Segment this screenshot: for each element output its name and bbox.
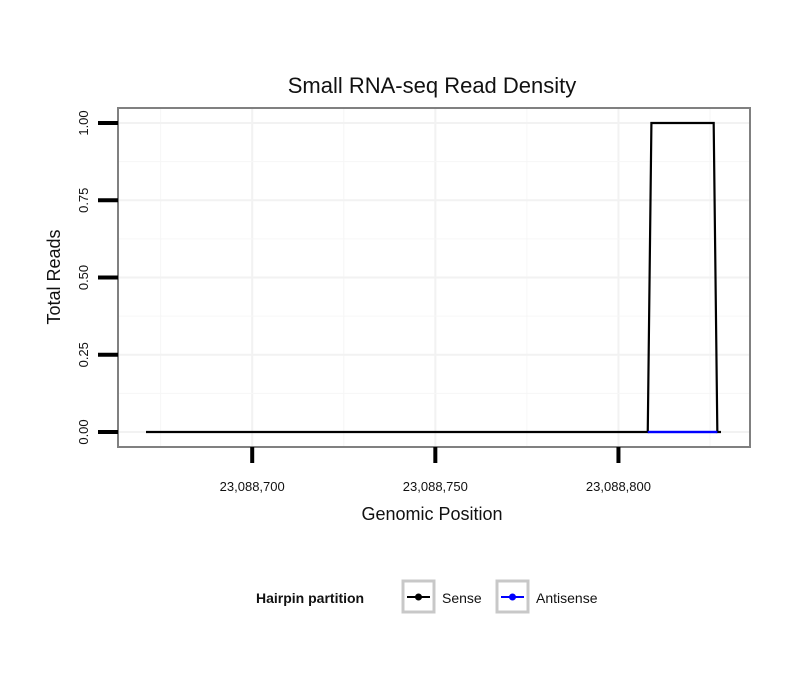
series-line-sense <box>146 121 721 434</box>
axes: 23,088,700 23,088,750 23,088,800 0.00 0.25 0.… <box>76 110 651 494</box>
legend-point-antisense <box>509 593 516 601</box>
legend-title: Hairpin partition <box>256 590 364 606</box>
legend-item-antisense: Antisense <box>495 579 598 614</box>
legend-label-sense: Sense <box>442 590 482 606</box>
x-tick-label: 23,088,800 <box>586 479 651 494</box>
y-tick-label: 1.00 <box>76 110 91 135</box>
y-tick-label: 0.00 <box>76 419 91 444</box>
x-tick-label: 23,088,750 <box>403 479 468 494</box>
data-series <box>146 121 721 434</box>
y-tick-label: 0.75 <box>76 188 91 213</box>
legend-label-antisense: Antisense <box>536 590 598 606</box>
legend: Hairpin partition Sense Antisense <box>256 579 598 614</box>
chart-title: Small RNA-seq Read Density <box>288 73 577 98</box>
x-axis-title: Genomic Position <box>361 504 502 524</box>
legend-item-sense: Sense <box>401 579 482 614</box>
x-tick-label: 23,088,700 <box>220 479 285 494</box>
y-tick-label: 0.25 <box>76 342 91 367</box>
grid-lines <box>119 109 749 446</box>
y-tick-label: 0.50 <box>76 265 91 290</box>
y-axis-title: Total Reads <box>44 229 64 324</box>
legend-point-sense <box>415 593 422 601</box>
